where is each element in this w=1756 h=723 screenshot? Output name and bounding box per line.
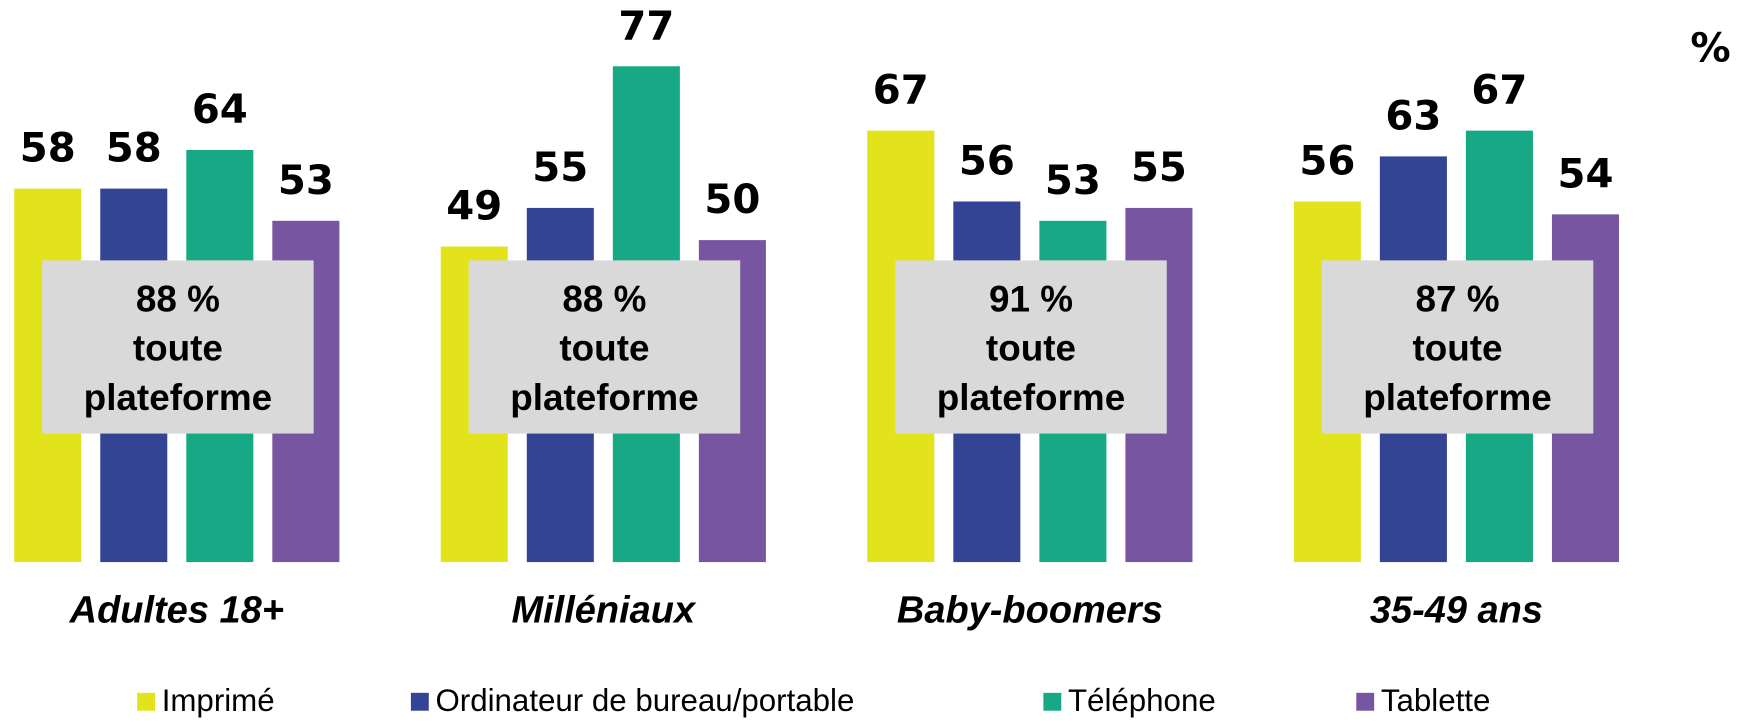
category-label: Milléniaux	[512, 589, 698, 631]
unit-label: %	[1690, 25, 1730, 71]
value-label: 67	[1471, 68, 1527, 114]
annotation-text: 91 %	[989, 278, 1073, 319]
value-label: 50	[704, 177, 760, 223]
value-label: 49	[446, 184, 502, 230]
value-label: 58	[106, 126, 162, 172]
category-label: Adultes 18+	[69, 589, 284, 631]
value-label: 64	[192, 87, 248, 133]
value-label: 67	[873, 68, 929, 114]
value-label: 55	[532, 145, 588, 191]
legend-label: Ordinateur de bureau/portable	[435, 683, 854, 718]
legend-swatch	[1043, 692, 1062, 711]
annotation-text: toute	[986, 328, 1076, 369]
legend-swatch	[137, 692, 155, 711]
annotation-text: 87 %	[1416, 278, 1500, 319]
legend-label: Tablette	[1381, 683, 1491, 718]
annotation-text: toute	[133, 328, 223, 369]
value-label: 54	[1557, 151, 1613, 197]
legend-swatch	[1356, 692, 1375, 711]
value-label: 56	[959, 138, 1015, 184]
annotation-text: plateforme	[1363, 377, 1551, 418]
value-label: 58	[20, 126, 76, 172]
value-label: 56	[1299, 138, 1355, 184]
value-label: 53	[278, 158, 334, 204]
annotation-text: plateforme	[84, 377, 272, 418]
value-label: 53	[1045, 158, 1101, 204]
value-label: 63	[1385, 93, 1441, 139]
annotation-text: plateforme	[510, 377, 698, 418]
annotation-text: 88 %	[136, 278, 220, 319]
legend-label: Téléphone	[1068, 683, 1216, 718]
legend-swatch	[410, 692, 429, 711]
value-label: 77	[618, 3, 674, 49]
annotation-text: toute	[1412, 328, 1502, 369]
annotation-text: 88 %	[562, 278, 646, 319]
annotation-box	[42, 260, 314, 434]
annotation-box	[468, 260, 741, 434]
value-label: 55	[1131, 145, 1187, 191]
annotation-text: plateforme	[937, 377, 1125, 418]
category-label: 35-49 ans	[1370, 589, 1543, 631]
annotation-box	[1321, 260, 1594, 434]
legend-label: Imprimé	[162, 683, 275, 718]
annotation-text: toute	[559, 328, 649, 369]
annotation-box	[895, 260, 1167, 434]
category-label: Baby-boomers	[897, 589, 1163, 631]
